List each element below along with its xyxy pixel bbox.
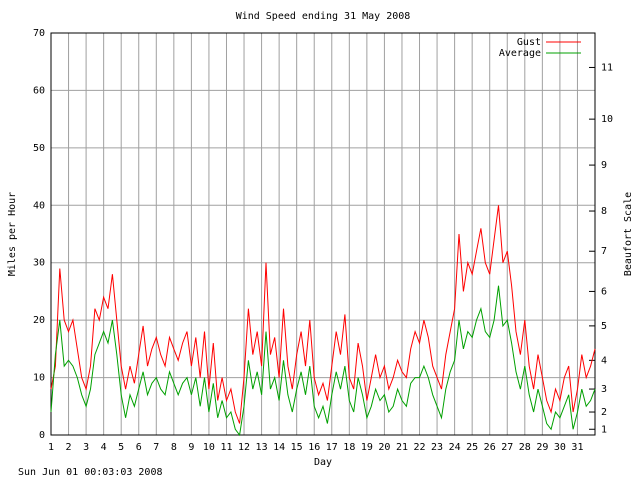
plot-frame: [50, 32, 596, 436]
y2-axis-label: Beaufort Scale: [623, 192, 634, 276]
y-tick-label: 30: [33, 258, 45, 269]
y-tick-label: 70: [33, 28, 45, 39]
y-tick-label: 50: [33, 143, 45, 154]
legend-label: Average: [499, 48, 541, 59]
x-tick-label: 1: [48, 442, 54, 453]
x-tick-label: 18: [343, 442, 355, 453]
x-tick-label: 4: [101, 442, 107, 453]
x-tick-label: 12: [238, 442, 250, 453]
x-tick-label: 31: [571, 442, 583, 453]
x-tick-label: 7: [153, 442, 159, 453]
x-tick-label: 28: [519, 442, 531, 453]
legend-label: Gust: [517, 37, 541, 48]
x-tick-label: 14: [273, 442, 285, 453]
x-tick-label: 17: [326, 442, 338, 453]
y2-tick-label: 4: [601, 355, 607, 366]
series-line: [50, 205, 596, 424]
y2-tick-label: 11: [601, 62, 613, 73]
x-tick-label: 10: [203, 442, 215, 453]
x-tick-label: 2: [66, 442, 72, 453]
x-tick-label: 26: [484, 442, 496, 453]
x-tick-label: 16: [308, 442, 320, 453]
y2-tick-label: 5: [601, 321, 607, 332]
y-tick-label: 60: [33, 85, 45, 96]
y2-tick-label: 8: [601, 206, 607, 217]
x-tick-label: 3: [83, 442, 89, 453]
y-tick-label: 10: [33, 373, 45, 384]
footer: Sun Jun 01 00:03:03 2008: [18, 467, 163, 478]
x-tick-label: 24: [449, 442, 461, 453]
y-tick-label: 20: [33, 315, 45, 326]
x-tick-label: 19: [361, 442, 373, 453]
x-tick-label: 13: [256, 442, 268, 453]
y2-tick-label: 2: [601, 407, 607, 418]
y2-tick-label: 1: [601, 424, 607, 435]
x-tick-label: 23: [431, 442, 443, 453]
x-tick-label: 9: [188, 442, 194, 453]
x-tick-label: 27: [501, 442, 513, 453]
y-tick-label: 0: [39, 430, 45, 441]
y-axis-label: Miles per Hour: [7, 192, 18, 276]
y2-tick-label: 3: [601, 384, 607, 395]
y2-tick-label: 7: [601, 246, 607, 257]
x-tick-label: 5: [118, 442, 124, 453]
x-axis-label: Day: [314, 457, 332, 468]
y2-tick-label: 6: [601, 286, 607, 297]
x-tick-label: 29: [536, 442, 548, 453]
x-tick-label: 22: [413, 442, 425, 453]
x-tick-label: 25: [466, 442, 478, 453]
x-tick-label: 21: [396, 442, 408, 453]
x-tick-label: 11: [220, 442, 232, 453]
x-tick-label: 20: [378, 442, 390, 453]
y2-tick-label: 10: [601, 114, 613, 125]
chart-title: Wind Speed ending 31 May 2008: [236, 11, 411, 22]
series-line: [50, 285, 596, 437]
x-tick-label: 30: [554, 442, 566, 453]
x-tick-label: 8: [171, 442, 177, 453]
x-tick-label: 6: [136, 442, 142, 453]
y-tick-label: 40: [33, 200, 45, 211]
y2-tick-label: 9: [601, 160, 607, 171]
x-tick-label: 15: [291, 442, 303, 453]
